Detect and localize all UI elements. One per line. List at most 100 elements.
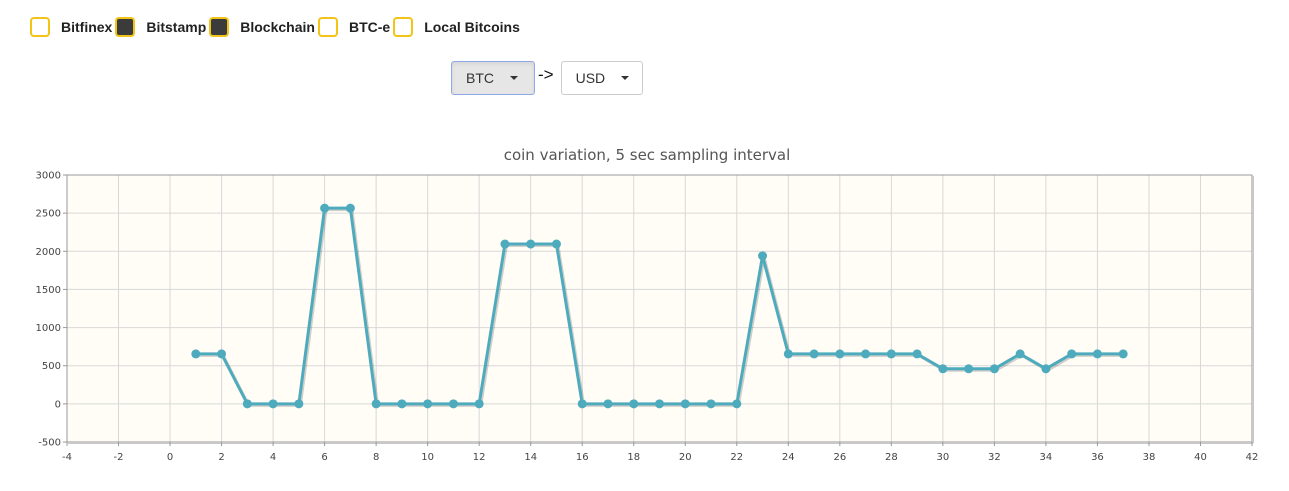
- coin-variation-chart: coin variation, 5 sec sampling interval …: [36, 146, 1259, 463]
- currency-converter: BTC -> USD: [451, 61, 643, 95]
- checkbox-local-bitcoins[interactable]: [393, 17, 414, 37]
- data-point[interactable]: [758, 251, 768, 261]
- x-tick-label: 32: [988, 452, 1001, 463]
- caret-down-icon: [510, 76, 518, 80]
- source-label: Bitstamp: [146, 19, 207, 35]
- x-tick-label: -2: [114, 452, 124, 463]
- y-tick-label: 1000: [36, 323, 61, 334]
- x-tick-label: 12: [473, 452, 486, 463]
- y-tick-label: 3000: [36, 171, 61, 182]
- data-point[interactable]: [1092, 349, 1102, 359]
- data-point[interactable]: [835, 349, 845, 359]
- data-point[interactable]: [526, 239, 536, 249]
- source-label: Local Bitcoins: [424, 19, 520, 35]
- x-tick-label: 14: [524, 452, 537, 463]
- data-point[interactable]: [448, 399, 458, 409]
- x-tick-label: 42: [1246, 452, 1259, 463]
- x-axis-ticks: -4 -2 0 2 4 6 8 10 12 14 16 18 20 22 24 26 28 30 32 34 36 38 4…: [62, 442, 1258, 463]
- y-tick-label: -500: [38, 438, 61, 449]
- series: [191, 203, 1128, 409]
- y-tick-label: 0: [55, 399, 61, 410]
- checkbox-btc-e[interactable]: [317, 17, 338, 37]
- source-label: Blockchain: [240, 19, 315, 35]
- data-point[interactable]: [629, 399, 639, 409]
- y-tick-label: 2500: [36, 209, 61, 220]
- data-point[interactable]: [217, 349, 227, 359]
- data-point[interactable]: [1118, 349, 1128, 359]
- y-tick-label: 1500: [36, 285, 61, 296]
- data-point[interactable]: [912, 349, 922, 359]
- checkbox-bitstamp[interactable]: [115, 17, 136, 37]
- x-tick-label: 26: [833, 452, 846, 463]
- source-toggle-bitstamp[interactable]: Bitstamp: [115, 17, 209, 37]
- x-tick-label: 16: [576, 452, 589, 463]
- to-currency-dropdown[interactable]: USD: [560, 61, 643, 95]
- x-tick-label: 10: [421, 452, 434, 463]
- x-tick-label: 0: [167, 452, 173, 463]
- x-tick-label: 36: [1091, 452, 1104, 463]
- x-tick-label: 8: [373, 452, 379, 463]
- data-point[interactable]: [783, 349, 793, 359]
- data-point[interactable]: [603, 399, 613, 409]
- data-point[interactable]: [680, 399, 690, 409]
- y-tick-label: 2000: [36, 247, 61, 258]
- data-point[interactable]: [706, 399, 716, 409]
- x-tick-label: 24: [782, 452, 795, 463]
- x-tick-label: 6: [321, 452, 327, 463]
- x-tick-label: 20: [679, 452, 692, 463]
- data-point[interactable]: [861, 349, 871, 359]
- data-point[interactable]: [474, 399, 484, 409]
- plot-area: [67, 175, 1252, 442]
- data-point[interactable]: [320, 203, 330, 213]
- source-label: Bitfinex: [61, 19, 113, 35]
- x-tick-label: 2: [218, 452, 224, 463]
- data-point[interactable]: [809, 349, 819, 359]
- from-currency-dropdown[interactable]: BTC: [451, 61, 535, 95]
- data-point[interactable]: [938, 364, 948, 374]
- from-currency-value: BTC: [466, 70, 494, 86]
- data-point[interactable]: [345, 203, 355, 213]
- data-point[interactable]: [1015, 349, 1025, 359]
- data-point[interactable]: [551, 239, 561, 249]
- data-point[interactable]: [191, 349, 201, 359]
- source-toggle-local-bitcoins[interactable]: Local Bitcoins: [393, 17, 523, 37]
- data-point[interactable]: [886, 349, 896, 359]
- source-toggle-blockchain[interactable]: Blockchain: [209, 17, 318, 37]
- y-axis-ticks: -500 0 500 1000 1500 2000 2500 3000: [36, 171, 67, 449]
- source-label: BTC-e: [348, 19, 391, 35]
- data-point[interactable]: [294, 399, 304, 409]
- data-point[interactable]: [655, 399, 664, 409]
- conversion-arrow: ->: [538, 65, 554, 84]
- data-point[interactable]: [423, 399, 433, 409]
- data-point[interactable]: [500, 239, 510, 249]
- data-point[interactable]: [1041, 364, 1051, 374]
- axes: [66, 174, 1254, 444]
- y-tick-label: 500: [42, 361, 61, 372]
- data-point[interactable]: [577, 399, 587, 409]
- x-tick-label: 28: [885, 452, 898, 463]
- data-point[interactable]: [397, 399, 407, 409]
- checkbox-bitfinex[interactable]: [30, 17, 50, 37]
- x-tick-label: 18: [627, 452, 640, 463]
- data-point[interactable]: [371, 399, 381, 409]
- data-point[interactable]: [268, 399, 278, 409]
- x-tick-label: 34: [1040, 452, 1053, 463]
- chart-title: coin variation, 5 sec sampling interval: [504, 146, 791, 164]
- data-point[interactable]: [1067, 349, 1077, 359]
- exchange-source-filters: Bitfinex Bitstamp Blockchain BTC-e Local…: [30, 14, 523, 40]
- x-tick-label: -4: [62, 452, 72, 463]
- to-currency-value: USD: [575, 70, 606, 86]
- data-point[interactable]: [964, 364, 974, 374]
- source-toggle-bitfinex[interactable]: Bitfinex: [30, 17, 115, 37]
- x-tick-label: 22: [730, 452, 743, 463]
- x-tick-label: 4: [270, 452, 276, 463]
- caret-down-icon: [621, 76, 630, 80]
- checkbox-blockchain[interactable]: [209, 17, 230, 37]
- x-tick-label: 40: [1194, 452, 1207, 463]
- data-point[interactable]: [242, 399, 252, 409]
- data-point[interactable]: [989, 364, 999, 374]
- source-toggle-btc-e[interactable]: BTC-e: [317, 17, 393, 37]
- data-point[interactable]: [732, 399, 742, 409]
- x-tick-label: 30: [937, 452, 950, 463]
- x-tick-label: 38: [1143, 452, 1156, 463]
